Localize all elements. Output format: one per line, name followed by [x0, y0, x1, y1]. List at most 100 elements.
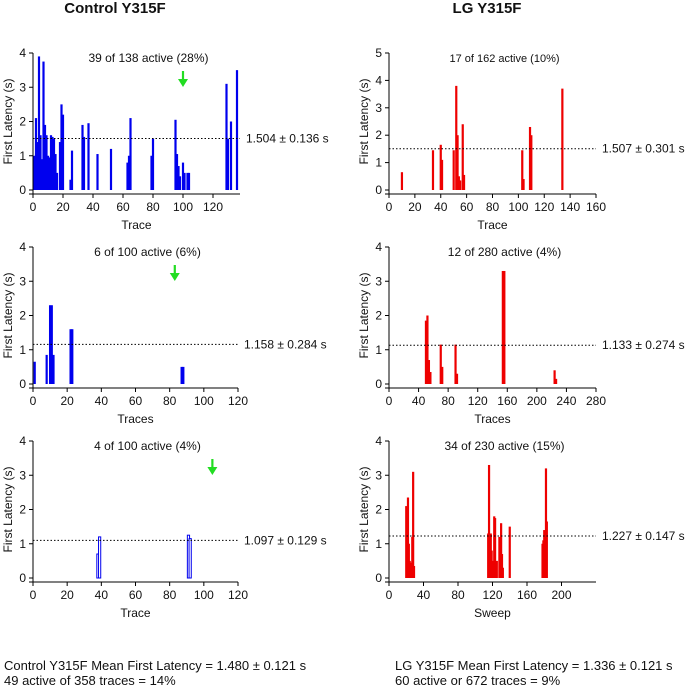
- bar-4-10: [503, 270, 506, 384]
- bar-4-8: [455, 373, 459, 384]
- y-axis-label-2: First Latency (s): [357, 78, 371, 164]
- panel-2: 1.507 ± 0.301 s 0 1 2 3 4 5 0 20 40 60 80 100 120 140 1…: [357, 46, 685, 232]
- bar-1-15: [54, 154, 57, 190]
- bar-1-28: [127, 155, 131, 190]
- bar-2-7: [456, 135, 459, 190]
- y-tick-label-1-3: 3: [19, 80, 26, 94]
- bar-1-34: [177, 166, 180, 190]
- annotation-6: 34 of 230 active (15%): [444, 439, 564, 453]
- x-tick-label-5-20: 20: [60, 588, 74, 602]
- bar-4-12: [554, 378, 558, 384]
- bar-6-22: [500, 554, 504, 578]
- x-tick-label-1-0: 0: [30, 200, 37, 214]
- bar-2-9: [459, 180, 462, 190]
- bar-5-4: [188, 538, 192, 579]
- bar-1-12: [49, 135, 53, 190]
- annotation-5: 4 of 100 active (4%): [94, 439, 201, 453]
- x-tick-label-6-120: 120: [482, 588, 502, 602]
- bar-1-36: [181, 162, 185, 190]
- x-tick-label-4-40: 40: [412, 394, 426, 408]
- y-tick-label-2-4: 4: [375, 73, 382, 87]
- bar-1-35: [178, 176, 182, 190]
- y-tick-label-4-0: 0: [375, 377, 382, 391]
- x-tick-label-4-120: 120: [468, 394, 488, 408]
- x-tick-label-5-0: 0: [30, 588, 37, 602]
- bar-1-18: [60, 104, 63, 191]
- bar-1-4: [37, 56, 41, 191]
- bar-1-23: [82, 136, 86, 190]
- y-tick-label-2-0: 0: [375, 183, 382, 197]
- x-tick-label-1-120: 120: [203, 200, 223, 214]
- annotation-1: 39 of 138 active (28%): [88, 51, 208, 65]
- annotation-3: 6 of 100 active (6%): [94, 245, 201, 259]
- y-tick-label-6-2: 2: [375, 503, 382, 517]
- x-tick-label-1-80: 80: [146, 200, 160, 214]
- x-tick-label-2-120: 120: [534, 200, 554, 214]
- bar-4-11: [553, 370, 556, 384]
- bar-2-14: [528, 126, 532, 190]
- bar-1-21: [70, 150, 74, 190]
- bar-1-41: [226, 138, 230, 191]
- bar-2-4: [440, 159, 444, 190]
- x-tick-label-4-160: 160: [497, 394, 517, 408]
- bar-3-8: [180, 366, 183, 385]
- bar-4-1: [424, 320, 428, 384]
- x-tick-label-5-40: 40: [95, 588, 109, 602]
- bar-1-32: [174, 119, 177, 190]
- bar-2-5: [452, 150, 455, 190]
- bar-1-6: [40, 159, 44, 190]
- x-tick-label-3-80: 80: [163, 394, 177, 408]
- bar-4-5: [439, 344, 442, 384]
- bar-1-42: [229, 121, 233, 190]
- arrow-head-3: [169, 273, 180, 281]
- y-axis-label-4: First Latency (s): [357, 272, 371, 358]
- bar-1-26: [109, 148, 113, 190]
- y-tick-label-1-1: 1: [19, 149, 26, 163]
- x-tick-label-2-40: 40: [434, 200, 448, 214]
- bar-4-4: [429, 372, 432, 384]
- bar-3-6: [69, 329, 72, 384]
- bar-3-7: [71, 329, 74, 384]
- bar-1-14: [52, 138, 56, 191]
- x-tick-label-6-160: 160: [517, 588, 537, 602]
- y-tick-label-5-3: 3: [19, 468, 26, 482]
- y-tick-label-1-0: 0: [19, 183, 26, 197]
- column-title-control: Control Y315F: [64, 0, 165, 17]
- x-tick-label-1-100: 100: [173, 200, 193, 214]
- bar-1-38: [186, 172, 189, 191]
- x-tick-label-5-80: 80: [163, 588, 177, 602]
- bar-1-10: [46, 155, 50, 190]
- mean-label-3: 1.158 ± 0.284 s: [244, 337, 327, 351]
- y-tick-label-5-4: 4: [19, 434, 26, 448]
- x-tick-label-3-20: 20: [60, 394, 74, 408]
- x-tick-label-3-60: 60: [129, 394, 143, 408]
- annotation-4: 12 of 280 active (4%): [448, 245, 561, 259]
- bar-4-7: [454, 344, 457, 384]
- bar-2-11: [462, 174, 466, 190]
- y-tick-label-4-1: 1: [375, 343, 382, 357]
- bar-1-29: [129, 118, 132, 190]
- bar-3-3: [48, 305, 52, 384]
- y-tick-label-3-3: 3: [19, 274, 26, 288]
- bar-6-23: [501, 567, 504, 578]
- y-tick-label-5-0: 0: [19, 571, 26, 585]
- column-title-lg: LG Y315F: [453, 0, 522, 17]
- x-tick-label-2-100: 100: [508, 200, 528, 214]
- bar-6-20: [498, 536, 501, 578]
- arrow-down-icon-5: [207, 459, 218, 475]
- bar-1-19: [61, 114, 65, 190]
- bar-2-6: [455, 85, 458, 190]
- bar-1-8: [43, 124, 47, 190]
- bar-6-9: [412, 471, 415, 578]
- y-tick-label-4-3: 3: [375, 274, 382, 288]
- x-tick-label-4-0: 0: [386, 394, 393, 408]
- bar-1-27: [126, 162, 129, 190]
- summary-control: Control Y315F Mean First Latency = 1.480…: [4, 658, 306, 688]
- mean-label-5: 1.097 ± 0.129 s: [244, 533, 327, 547]
- y-tick-label-1-2: 2: [19, 115, 26, 129]
